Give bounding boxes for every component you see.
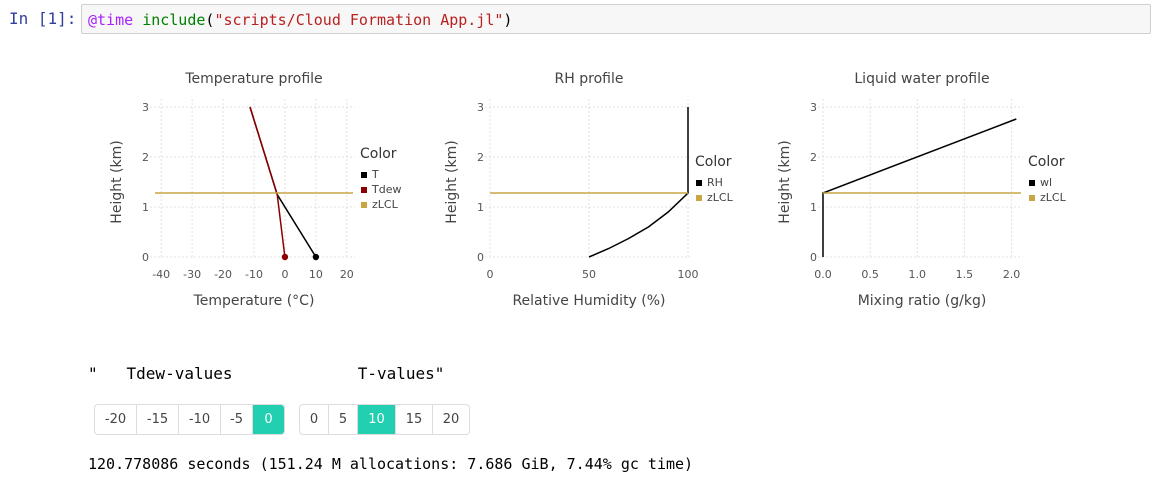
legend-title: Color [360, 146, 397, 162]
tdew-option-button[interactable]: 0 [253, 405, 284, 434]
x-tick-label: 0.0 [814, 268, 832, 281]
temperature-profile-plot: -40 -30 -20 -10 0 10 20 0 1 2 3 Temperature profile… [109, 71, 401, 309]
x-tick-label: 2.0 [1003, 268, 1021, 281]
y-tick-label: 1 [142, 201, 149, 214]
x-tick-label: 100 [678, 268, 699, 281]
legend-label-wl: wl [1040, 176, 1052, 189]
t-option-button[interactable]: 5 [329, 405, 358, 434]
x-axis-label: Relative Humidity (%) [512, 293, 665, 309]
y-tick-label: 2 [477, 151, 484, 164]
code-string: "scripts/Cloud Formation App.jl" [214, 11, 504, 29]
y-tick-label: 0 [810, 251, 817, 264]
x-tick-label: 10 [309, 268, 323, 281]
y-axis-label: Height (km) [109, 140, 125, 223]
legend-label-zlcl: zLCL [1040, 191, 1067, 204]
t-option-button[interactable]: 10 [358, 405, 396, 434]
code-open-paren: ( [205, 11, 215, 29]
plot-title: Liquid water profile [854, 71, 989, 87]
t-option-button[interactable]: 0 [300, 405, 329, 434]
x-tick-label: -20 [214, 268, 232, 281]
x-axis-label: Temperature (°C) [193, 293, 315, 309]
x-tick-label: 0 [487, 268, 494, 281]
y-tick-label: 1 [477, 201, 484, 214]
y-tick-label: 0 [142, 251, 149, 264]
legend-swatch-t [361, 172, 367, 178]
x-tick-label: 20 [340, 268, 354, 281]
x-tick-label: -40 [152, 268, 170, 281]
legend-swatch-tdew [361, 187, 367, 193]
x-tick-label: 0.5 [861, 268, 879, 281]
series-line-tdew [249, 106, 286, 258]
tdew-option-button[interactable]: -15 [137, 405, 179, 434]
legend-label-zlcl: zLCL [707, 191, 734, 204]
x-tick-label: -30 [183, 268, 201, 281]
slider-labels: " Tdew-values T-values" [88, 364, 445, 383]
liquid-water-profile-plot: 0.0 0.5 1.0 1.5 2.0 0 1 2 3 Liquid water profile M… [777, 71, 1067, 309]
legend-label-rh: RH [707, 176, 723, 189]
legend-label-t: T [371, 168, 379, 181]
series-line-rh [588, 107, 689, 258]
x-axis-label: Mixing ratio (g/kg) [858, 293, 987, 309]
y-tick-label: 3 [477, 101, 484, 114]
legend-swatch-rh [696, 180, 702, 186]
x-tick-label: 0 [281, 268, 288, 281]
code-macro: @time [88, 11, 134, 29]
x-tick-label: 50 [582, 268, 596, 281]
y-tick-label: 2 [142, 151, 149, 164]
series-line-wl [822, 118, 1017, 257]
t-button-group: 0 5 10 15 20 [299, 404, 470, 435]
y-tick-label: 3 [142, 101, 149, 114]
x-tick-label: 1.5 [956, 268, 974, 281]
legend-swatch-wl [1029, 180, 1035, 186]
legend-title: Color [1028, 154, 1065, 170]
y-tick-label: 3 [810, 101, 817, 114]
code-input-cell[interactable]: @time include("scripts/Cloud Formation A… [81, 4, 1151, 34]
code-close-paren: ) [503, 11, 513, 29]
x-tick-label: -10 [245, 268, 263, 281]
data-point-tdew [281, 253, 289, 261]
legend-swatch-zlcl [361, 202, 367, 208]
x-tick-label: 1.0 [909, 268, 927, 281]
legend-swatch-zlcl [696, 195, 702, 201]
cell-prompt: In [1]: [9, 9, 77, 28]
plot-title: RH profile [555, 71, 624, 87]
timing-output: 120.778086 seconds (151.24 M allocations… [88, 455, 694, 473]
rh-profile-plot: 0 50 100 0 1 2 3 RH profile Relative Humidity (%… [444, 71, 734, 309]
y-tick-label: 0 [477, 251, 484, 264]
tdew-button-group: -20 -15 -10 -5 0 [94, 404, 285, 435]
y-axis-label: Height (km) [777, 140, 793, 223]
y-tick-label: 2 [810, 151, 817, 164]
legend-title: Color [695, 154, 732, 170]
y-tick-label: 1 [810, 201, 817, 214]
tdew-option-button[interactable]: -10 [179, 405, 221, 434]
legend-label-zlcl: zLCL [372, 198, 399, 211]
t-option-button[interactable]: 15 [396, 405, 433, 434]
series-line-t [249, 106, 317, 258]
y-axis-label: Height (km) [444, 140, 460, 223]
tdew-option-button[interactable]: -5 [221, 405, 253, 434]
plot-title: Temperature profile [184, 71, 322, 87]
t-option-button[interactable]: 20 [442, 412, 460, 427]
legend-swatch-zlcl [1029, 195, 1035, 201]
data-point-t [312, 253, 320, 261]
legend-label-tdew: Tdew [371, 183, 401, 196]
tdew-option-button[interactable]: -20 [95, 405, 137, 434]
code-function: include [142, 11, 206, 29]
